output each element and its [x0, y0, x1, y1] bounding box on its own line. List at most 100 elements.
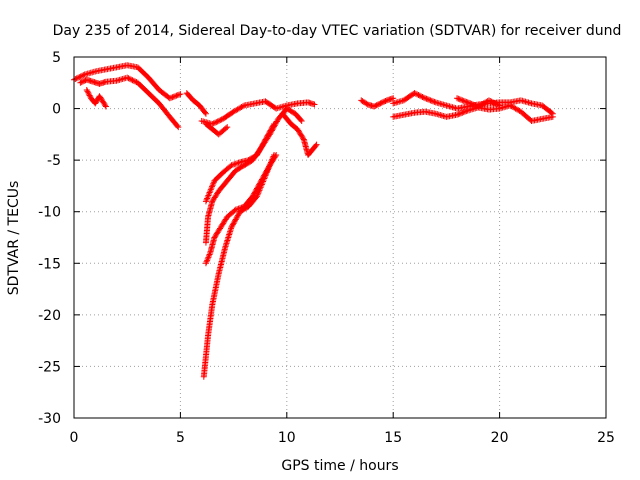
data-points [71, 62, 556, 380]
data-point [234, 212, 241, 219]
data-point [268, 127, 275, 134]
data-point [415, 92, 422, 99]
data-point [459, 109, 466, 116]
data-point [381, 98, 388, 105]
data-point [210, 180, 217, 187]
data-point [166, 95, 173, 102]
data-point [423, 95, 430, 102]
data-point [463, 98, 470, 105]
data-point [312, 142, 319, 149]
x-tick-label: 25 [597, 430, 615, 446]
data-point [263, 169, 270, 176]
data-point [272, 121, 279, 128]
data-point [363, 100, 370, 107]
data-point [261, 174, 268, 181]
data-point [232, 216, 239, 223]
data-point [271, 122, 278, 129]
x-tick-label: 10 [278, 430, 296, 446]
series-trace-12 [358, 95, 397, 110]
y-tick-label: -25 [38, 359, 61, 375]
data-point [373, 102, 380, 109]
data-point [495, 101, 502, 108]
data-point [460, 109, 467, 116]
data-point [202, 260, 209, 267]
data-point [255, 190, 262, 197]
data-point [422, 95, 429, 102]
data-point [428, 97, 435, 104]
series-trace-1 [71, 62, 184, 102]
data-point [76, 74, 83, 81]
data-point [231, 161, 238, 168]
data-point [170, 93, 177, 100]
data-point [202, 198, 209, 205]
data-point [382, 97, 389, 104]
data-point [207, 188, 214, 195]
data-point [269, 156, 276, 163]
data-point [458, 96, 465, 103]
data-point [491, 99, 498, 106]
data-point [235, 211, 242, 218]
data-point [258, 181, 265, 188]
data-point [81, 77, 88, 84]
data-point [177, 91, 184, 98]
data-point [209, 182, 216, 189]
data-point [204, 255, 211, 262]
data-point [129, 77, 136, 84]
series-trace-8 [202, 105, 305, 246]
data-point [462, 108, 469, 115]
data-point [228, 224, 235, 231]
series-trace-10 [200, 151, 278, 380]
data-point [464, 99, 471, 106]
data-point [229, 221, 236, 228]
data-point [313, 141, 320, 148]
data-point [267, 160, 274, 167]
data-point [205, 252, 212, 259]
series-trace-3 [83, 87, 109, 110]
data-point [230, 220, 237, 227]
data-point [233, 215, 240, 222]
data-point [462, 98, 469, 105]
data-point [264, 168, 271, 175]
data-point [85, 89, 92, 96]
data-point [176, 91, 183, 98]
data-point [419, 93, 426, 100]
series-trace-6 [202, 121, 231, 138]
data-point [267, 159, 274, 166]
data-point [454, 111, 461, 118]
data-point [232, 217, 239, 224]
data-point [77, 79, 84, 86]
x-tick-label: 5 [176, 430, 185, 446]
data-point [493, 101, 500, 108]
data-point [416, 92, 423, 99]
data-point [254, 191, 261, 198]
data-point [256, 187, 263, 194]
data-point [298, 117, 305, 124]
data-point [78, 72, 85, 79]
data-point [270, 153, 277, 160]
data-point [206, 251, 213, 258]
data-point [234, 213, 241, 220]
data-point [427, 97, 434, 104]
data-point [255, 188, 262, 195]
data-point [267, 130, 274, 137]
data-point [235, 159, 242, 166]
data-point [224, 124, 231, 131]
data-point [232, 206, 239, 213]
data-point [467, 100, 474, 107]
data-point [172, 93, 179, 100]
data-point [456, 96, 463, 103]
data-point [431, 98, 438, 105]
y-tick-label: 5 [52, 50, 61, 66]
data-point [372, 102, 379, 109]
data-point [261, 175, 268, 182]
data-point [211, 119, 218, 126]
data-point [205, 191, 212, 198]
data-point [126, 75, 133, 82]
data-point [83, 87, 90, 94]
data-point [260, 178, 267, 185]
y-tick-label: -30 [38, 411, 61, 427]
data-point [128, 76, 135, 83]
data-point [258, 182, 265, 189]
data-point [228, 162, 235, 169]
